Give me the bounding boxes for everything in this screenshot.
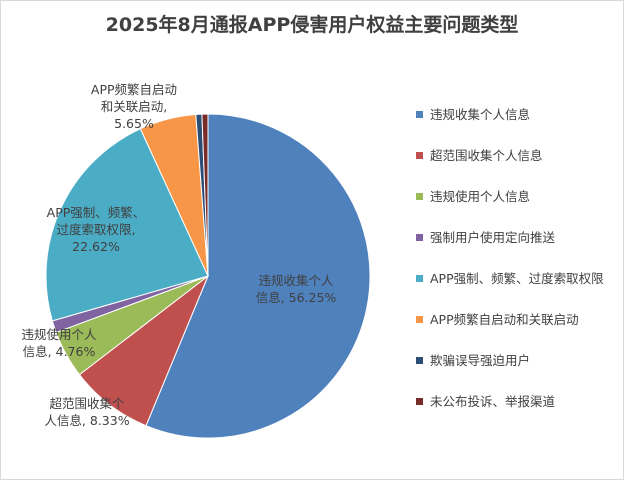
legend-item: 欺骗误导强迫用户 <box>416 352 614 369</box>
slice-label-line: 信息, 4.76% <box>22 344 96 359</box>
slice-label-line: APP强制、频繁、 <box>46 204 146 220</box>
legend-item: 未公布投诉、举报渠道 <box>416 393 614 410</box>
legend-item: APP强制、频繁、过度索取权限 <box>416 270 614 287</box>
legend-swatch <box>416 275 423 282</box>
legend-item: 强制用户使用定向推送 <box>416 229 614 246</box>
legend-swatch <box>416 357 423 364</box>
legend-swatch <box>416 234 423 241</box>
slice-label-line: 违规收集个人 <box>258 273 334 288</box>
slice-label-line: 违规使用个人 <box>21 327 97 342</box>
slice-label-line: 过度索取权限, <box>56 221 136 237</box>
slice-label-line: 22.62% <box>72 238 120 254</box>
legend-item: APP频繁自启动和关联启动 <box>416 311 614 328</box>
pie-slice-5 <box>45 128 209 322</box>
slice-label-line: 人信息, 8.33% <box>44 413 130 428</box>
slice-label-3: 违规使用个人 信息, 4.76% <box>21 326 96 360</box>
slice-label-1: 违规收集个人 信息, 56.25% <box>256 272 337 306</box>
pie-slice-1 <box>145 113 371 439</box>
legend-label: 欺骗误导强迫用户 <box>430 353 531 368</box>
legend-item: 超范围收集个人信息 <box>416 147 614 164</box>
legend-swatch <box>416 111 423 118</box>
slice-label-line: 5.65% <box>114 115 154 131</box>
legend-swatch <box>416 152 423 159</box>
slice-label-line: 超范围收集个 <box>49 396 125 411</box>
legend-item: 违规收集个人信息 <box>416 106 614 123</box>
slice-label-6: APP频繁自启动 和关联启动, 5.65% <box>91 81 177 132</box>
legend-label: 强制用户使用定向推送 <box>430 230 556 245</box>
legend-label: 违规收集个人信息 <box>430 107 531 122</box>
legend-swatch <box>416 316 423 323</box>
slice-label-line: APP频繁自启动 <box>90 81 178 97</box>
legend-label: 违规使用个人信息 <box>430 189 531 204</box>
slice-label-2: 超范围收集个 人信息, 8.33% <box>44 395 129 429</box>
chart-title: 2025年8月通报APP侵害用户权益主要问题类型 <box>105 14 519 36</box>
legend-label: APP强制、频繁、过度索取权限 <box>430 271 604 286</box>
legend-label: 未公布投诉、举报渠道 <box>430 394 556 409</box>
legend-swatch <box>416 193 423 200</box>
legend-swatch <box>416 398 423 405</box>
slice-label-line: 信息, 56.25% <box>255 290 337 305</box>
pie-slice-8 <box>201 113 209 277</box>
slice-label-line: 和关联启动, <box>100 98 168 114</box>
legend-item: 违规使用个人信息 <box>416 188 614 205</box>
legend-label: 超范围收集个人信息 <box>430 148 543 163</box>
legend-label: APP频繁自启动和关联启动 <box>430 312 579 327</box>
slice-label-5: APP强制、频繁、 过度索取权限, 22.62% <box>47 204 146 255</box>
